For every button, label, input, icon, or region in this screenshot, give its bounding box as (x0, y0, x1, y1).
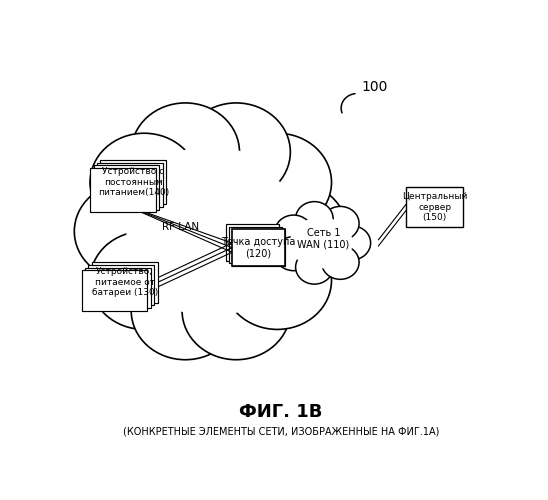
Circle shape (295, 202, 333, 235)
Ellipse shape (97, 116, 324, 346)
Circle shape (182, 262, 290, 360)
Text: ФИГ. 1В: ФИГ. 1В (239, 404, 323, 421)
FancyBboxPatch shape (97, 163, 163, 207)
Text: 100: 100 (361, 80, 387, 94)
Text: Точка доступа
(120): Точка доступа (120) (221, 237, 296, 258)
Circle shape (131, 103, 239, 201)
Circle shape (182, 103, 290, 201)
Text: Устройство,
питаемое от
батареи (130): Устройство, питаемое от батареи (130) (92, 268, 158, 297)
FancyBboxPatch shape (232, 230, 285, 266)
Text: Устройство с
постоянным
питанием(140): Устройство с постоянным питанием(140) (98, 168, 169, 197)
Circle shape (223, 133, 332, 232)
Circle shape (223, 232, 332, 330)
Text: Сеть 1
WAN (110): Сеть 1 WAN (110) (297, 228, 350, 250)
Circle shape (131, 262, 239, 360)
Text: (КОНКРЕТНЫЕ ЭЛЕМЕНТЫ СЕТИ, ИЗОБРАЖЕННЫЕ НА ФИГ.1А): (КОНКРЕТНЫЕ ЭЛЕМЕНТЫ СЕТИ, ИЗОБРАЖЕННЫЕ … (123, 426, 439, 436)
Ellipse shape (290, 218, 353, 268)
FancyBboxPatch shape (92, 262, 158, 302)
Circle shape (90, 232, 198, 330)
Circle shape (239, 182, 347, 280)
FancyBboxPatch shape (232, 230, 285, 266)
Circle shape (295, 250, 333, 284)
FancyBboxPatch shape (85, 268, 151, 308)
FancyBboxPatch shape (82, 270, 147, 310)
FancyBboxPatch shape (406, 187, 464, 228)
Ellipse shape (126, 146, 295, 317)
Ellipse shape (279, 208, 363, 277)
Circle shape (75, 182, 182, 280)
FancyBboxPatch shape (226, 224, 279, 260)
Circle shape (275, 215, 312, 249)
Circle shape (275, 236, 312, 270)
Text: Центральный
сервер
(150): Центральный сервер (150) (402, 192, 467, 222)
FancyBboxPatch shape (100, 160, 166, 204)
Text: RF LAN: RF LAN (163, 222, 199, 232)
FancyBboxPatch shape (90, 168, 156, 212)
Circle shape (322, 246, 359, 280)
Circle shape (322, 206, 359, 240)
FancyBboxPatch shape (88, 265, 155, 305)
Circle shape (333, 226, 370, 260)
FancyBboxPatch shape (229, 226, 282, 264)
FancyBboxPatch shape (94, 166, 159, 210)
Circle shape (90, 133, 198, 232)
